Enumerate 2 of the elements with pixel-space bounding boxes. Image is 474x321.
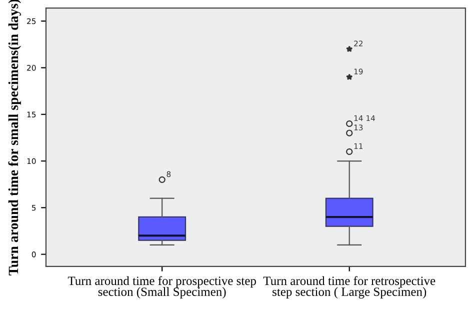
x-tick-label: Turn around time for retrospective step section ( Large Specimen) [263, 276, 436, 299]
x-tick-label: Turn around time for prospective step section (Small Specimen) [68, 276, 256, 299]
